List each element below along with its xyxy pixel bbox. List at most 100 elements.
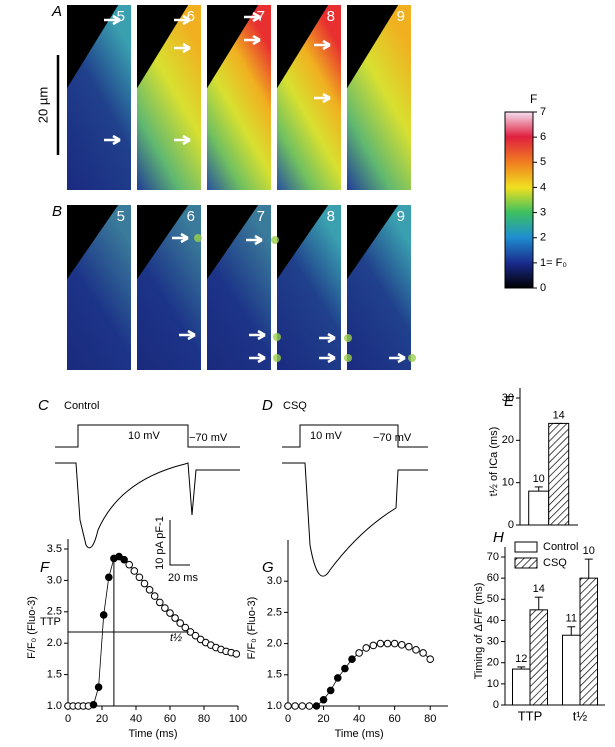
data-point [94,683,103,691]
data-point [362,644,371,652]
legend-swatch [514,557,538,569]
colorbar-label: 0 [540,282,546,294]
y-axis-label: F/F₀ (Fluo-3) [26,596,38,659]
voltage-protocol [55,424,240,448]
y-axis-label: Timing of ΔF/F (ms) [473,583,485,680]
arrow [249,329,266,341]
arrow [179,329,196,341]
y-tick-label: 40 [487,614,499,626]
arrow [172,232,189,244]
data-point [130,567,139,575]
frame-number: 9 [397,208,405,225]
data-point [341,664,349,673]
panel-label: E [504,393,515,410]
bar [528,490,550,526]
data-point [312,702,321,710]
legend-swatch [514,541,538,553]
panel-label: G [262,559,274,576]
y-tick-label: 3.0 [47,574,62,586]
scale-bar [169,520,190,566]
y-tick-label: 3.0 [267,575,282,587]
annotation: TTP [40,616,61,628]
arrow [314,92,331,104]
x-axis-label: Time (ms) [335,728,384,740]
data-point [166,609,174,617]
current-trace [282,462,428,577]
cell-image [347,205,411,370]
data-point [89,700,98,709]
data-point [319,695,328,704]
data-point [171,614,179,622]
y-tick-label: 0 [508,519,514,531]
x-tick-label: 60 [389,713,401,725]
panel-label: A [51,3,62,20]
data-point [140,579,149,588]
count-label: 11 [566,613,577,625]
data-point [145,586,154,594]
scale-label: 10 pA pF-1 [154,516,166,570]
count-label: 14 [553,409,565,421]
x-tick-label: 80 [424,713,436,725]
y-tick-label: 0 [493,699,499,711]
cell-image [277,5,341,190]
frame-number: 7 [257,208,265,225]
y-tick-label: 2.5 [267,606,282,618]
y-tick-label: 50 [487,593,499,605]
annotation-arrow [68,560,189,706]
data-point [355,649,363,657]
arrow [314,39,331,51]
spot [344,334,352,342]
colorbar-label: 3 [540,206,546,218]
y-tick-label: 20 [487,657,499,669]
data-point [348,655,356,664]
connector [68,556,237,707]
annotation: t½ [170,632,182,644]
x-tick-label: t½ [573,708,588,723]
data-point [333,674,342,682]
arrow [246,234,263,246]
data-point [156,598,164,607]
data-point [120,555,128,564]
x-tick-label: 60 [164,713,176,725]
arrow [174,134,191,146]
x-tick-label: 0 [285,713,291,725]
x-tick-label: 0 [65,713,71,725]
traces [55,424,428,577]
cell-image [137,205,201,370]
panel-label: H [493,529,504,546]
data-point [426,655,435,664]
arrow [104,14,121,26]
spot [271,236,279,244]
data-point [150,592,159,600]
frame-number: 5 [117,208,125,225]
data-point [135,573,144,582]
data-point [125,560,133,569]
spot [194,234,202,242]
frame-number: 6 [187,8,195,25]
bar [512,668,531,706]
y-tick-label: 1.0 [47,700,62,712]
arrow [319,352,336,364]
arrow [244,34,261,46]
cell-image [207,205,271,370]
spot [273,354,281,362]
y-tick-label: 20 [502,434,514,446]
protocol-label: −70 mV [189,432,228,444]
bar [529,609,548,706]
x-tick-label: 20 [317,713,329,725]
y-tick-label: 1.5 [267,669,282,681]
data-point [284,702,292,710]
y-tick-label: 70 [487,551,499,563]
colorbar-label: 1= F₀ [540,257,567,269]
y-tick-label: 1.5 [47,669,62,681]
protocol-label: 10 mV [128,430,160,442]
scale-label: 20 µm [35,87,50,123]
y-tick-label: 2.0 [47,637,62,649]
panel-title: Control [64,400,99,412]
protocol-label: −70 mV [373,432,412,444]
count-label: 12 [515,653,527,665]
legend-label: Control [543,541,578,553]
arrow [249,352,266,364]
data-point [383,639,392,648]
